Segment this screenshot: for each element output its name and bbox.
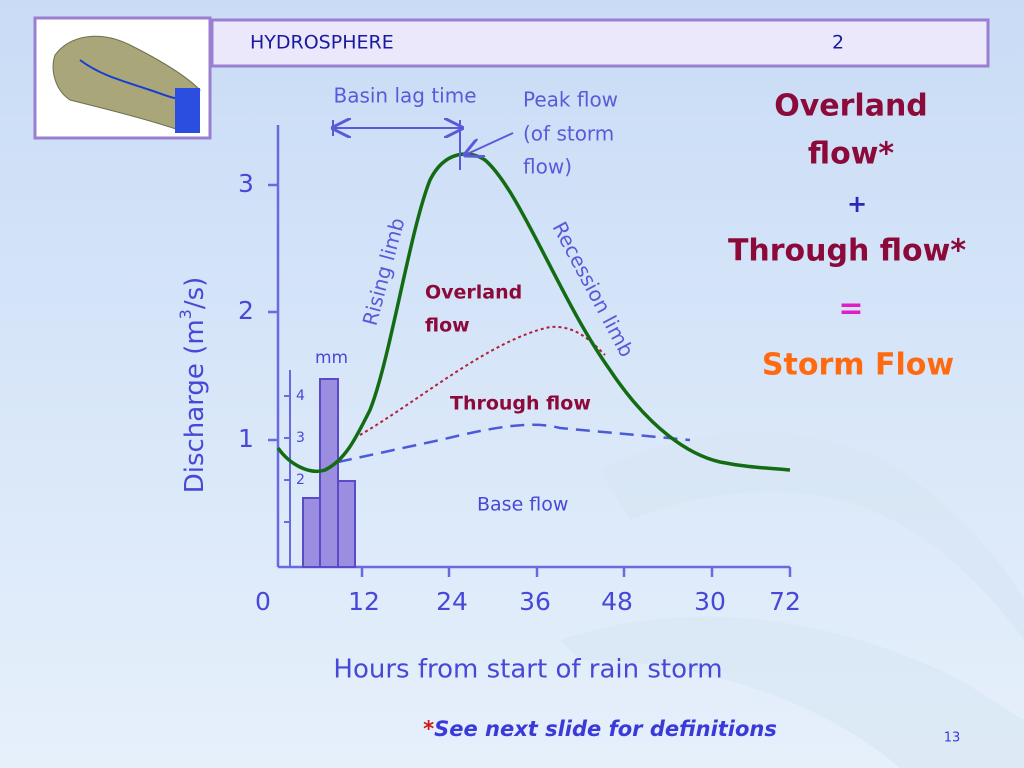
through-flow-curve xyxy=(359,325,606,436)
equation-term: Through flow* xyxy=(728,234,966,269)
header-bar xyxy=(210,18,990,68)
y-axis-label: Discharge (m3/s) xyxy=(176,277,210,494)
peak-flow-label: (of storm xyxy=(523,122,614,146)
y-tick-label: 1 xyxy=(238,424,254,453)
footnote: *See next slide for definitions xyxy=(423,717,777,741)
equation-equals: = xyxy=(838,292,863,327)
y-axis-label-text: /s) xyxy=(180,277,210,309)
y-tick-label: 2 xyxy=(238,296,254,325)
y-axis-label-superscript: 3 xyxy=(176,309,195,319)
outlet xyxy=(175,88,200,133)
peak-flow-label: flow) xyxy=(523,155,572,179)
header-title: HYDROSPHERE xyxy=(250,32,394,54)
rain-bars xyxy=(302,378,356,568)
rain-tick-label: 2 xyxy=(296,472,305,488)
page-number: 13 xyxy=(944,731,961,746)
x-axis-label: Hours from start of rain storm xyxy=(333,655,722,685)
x-tick-label: 48 xyxy=(601,587,633,616)
base-flow-curve xyxy=(337,423,691,464)
basin-lag-label: Basin lag time xyxy=(333,84,476,108)
footnote-text: See next slide for definitions xyxy=(434,717,777,741)
y-axis-label-text: Discharge (m xyxy=(180,319,210,493)
equation-term: Overland xyxy=(774,89,928,124)
peak-flow-label: Peak flow xyxy=(523,88,618,112)
x-tick-label: 24 xyxy=(436,587,468,616)
y-tick-label: 3 xyxy=(238,169,254,198)
x-tick-label: 30 xyxy=(694,587,726,616)
decoration xyxy=(560,616,1024,768)
overland-flow-label: flow xyxy=(425,315,470,337)
rain-tick-label: 4 xyxy=(296,388,305,404)
equation-plus: + xyxy=(847,190,867,218)
header-number: 2 xyxy=(832,32,844,54)
overland-flow-label: Overland xyxy=(425,282,522,304)
axes xyxy=(268,125,792,577)
base-flow-label: Base flow xyxy=(477,494,568,516)
peak-arrow xyxy=(465,132,514,155)
through-flow-label: Through flow xyxy=(450,393,591,415)
equation-term: flow* xyxy=(808,137,895,172)
rain-tick-label: 3 xyxy=(296,430,305,446)
x-tick-label: 0 xyxy=(255,587,271,616)
decoration xyxy=(600,432,1024,640)
footnote-star: * xyxy=(423,717,434,741)
x-tick-label: 12 xyxy=(348,587,380,616)
equation-result: Storm Flow xyxy=(762,348,954,383)
rain-unit: mm xyxy=(315,348,348,368)
x-tick-label: 72 xyxy=(769,587,801,616)
x-tick-label: 36 xyxy=(519,587,551,616)
